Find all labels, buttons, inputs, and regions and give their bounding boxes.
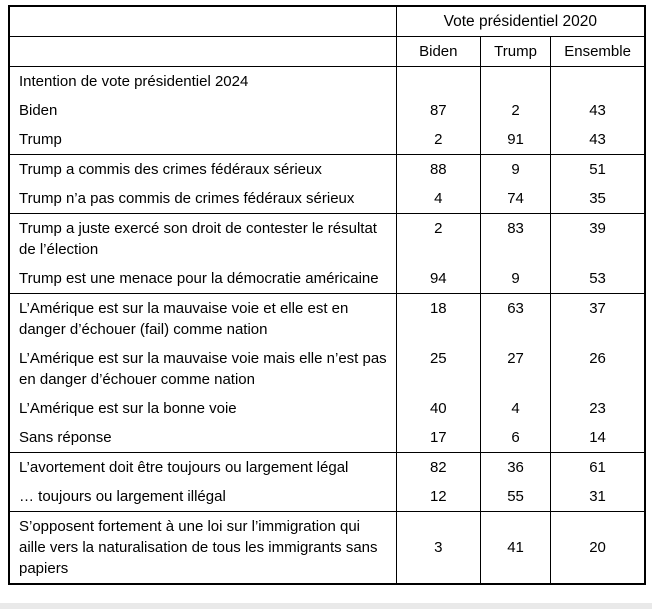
- table-body: Intention de vote présidentiel 2024 Biden…: [8, 66, 646, 584]
- value-cell-biden: 18: [395, 293, 481, 344]
- row-label: Trump: [8, 125, 397, 155]
- value-cell-ensemble: [550, 66, 646, 96]
- value-cell-biden: 82: [395, 452, 481, 482]
- value-cell-trump: 36: [479, 452, 552, 482]
- header-span-row: Vote présidentiel 2020: [8, 6, 646, 37]
- value-cell-trump: 9: [479, 264, 552, 294]
- value-cell-ensemble: 26: [550, 344, 646, 394]
- col-header-biden: Biden: [395, 36, 481, 67]
- value-cell-trump: 74: [479, 184, 552, 214]
- value-cell-biden: 4: [395, 184, 481, 214]
- table-header: Vote présidentiel 2020 Biden Trump Ensem…: [8, 6, 646, 67]
- value-cell-biden: 94: [395, 264, 481, 294]
- value-cell-biden: 2: [395, 213, 481, 264]
- col-header-ensemble: Ensemble: [550, 36, 646, 67]
- row-label: L’Amérique est sur la bonne voie: [8, 394, 397, 423]
- value-cell-ensemble: 43: [550, 125, 646, 155]
- table-row: L’Amérique est sur la mauvaise voie mais…: [8, 344, 646, 394]
- row-label: Sans réponse: [8, 423, 397, 453]
- row-label: S’opposent fortement à une loi sur l’imm…: [8, 511, 397, 584]
- row-label: Trump a juste exercé son droit de contes…: [8, 213, 397, 264]
- value-cell-trump: [479, 66, 552, 96]
- vote-table: Vote présidentiel 2020 Biden Trump Ensem…: [8, 5, 646, 585]
- value-cell-ensemble: 39: [550, 213, 646, 264]
- value-cell-biden: 17: [395, 423, 481, 453]
- table-row: Trump 2 91 43: [8, 125, 646, 155]
- row-label: Intention de vote présidentiel 2024: [8, 66, 397, 96]
- table-row: L’avortement doit être toujours ou large…: [8, 452, 646, 482]
- value-cell-trump: 63: [479, 293, 552, 344]
- value-cell-trump: 27: [479, 344, 552, 394]
- header-empty-cell: [8, 36, 397, 67]
- value-cell-biden: 12: [395, 482, 481, 512]
- value-cell-biden: 88: [395, 154, 481, 184]
- corner-empty-cell: [8, 6, 397, 37]
- row-label: Trump a commis des crimes fédéraux série…: [8, 154, 397, 184]
- value-cell-biden: 2: [395, 125, 481, 155]
- row-label: L’Amérique est sur la mauvaise voie mais…: [8, 344, 397, 394]
- value-cell-biden: 25: [395, 344, 481, 394]
- row-label: … toujours ou largement illégal: [8, 482, 397, 512]
- value-cell-trump: 6: [479, 423, 552, 453]
- value-cell-biden: [395, 66, 481, 96]
- table-row: Trump est une menace pour la démocratie …: [8, 264, 646, 294]
- value-cell-ensemble: 23: [550, 394, 646, 423]
- table-row: L’Amérique est sur la mauvaise voie et e…: [8, 293, 646, 344]
- value-cell-trump: 9: [479, 154, 552, 184]
- value-cell-ensemble: 37: [550, 293, 646, 344]
- table-row: S’opposent fortement à une loi sur l’imm…: [8, 511, 646, 584]
- table-row: Sans réponse 17 6 14: [8, 423, 646, 453]
- table-row: Trump a commis des crimes fédéraux série…: [8, 154, 646, 184]
- value-cell-biden: 40: [395, 394, 481, 423]
- value-cell-trump: 91: [479, 125, 552, 155]
- table-title: Vote présidentiel 2020: [395, 6, 646, 37]
- window-edge: [0, 603, 652, 609]
- value-cell-ensemble: 31: [550, 482, 646, 512]
- document-page: Vote présidentiel 2020 Biden Trump Ensem…: [8, 5, 646, 585]
- value-cell-ensemble: 61: [550, 452, 646, 482]
- header-columns-row: Biden Trump Ensemble: [8, 36, 646, 67]
- value-cell-ensemble: 20: [550, 511, 646, 584]
- row-label: Biden: [8, 96, 397, 125]
- table-row: … toujours ou largement illégal 12 55 31: [8, 482, 646, 512]
- value-cell-ensemble: 35: [550, 184, 646, 214]
- value-cell-trump: 2: [479, 96, 552, 125]
- value-cell-trump: 83: [479, 213, 552, 264]
- value-cell-ensemble: 43: [550, 96, 646, 125]
- table-row: Biden 87 2 43: [8, 96, 646, 125]
- value-cell-biden: 3: [395, 511, 481, 584]
- row-label: L’avortement doit être toujours ou large…: [8, 452, 397, 482]
- table-row: Trump n’a pas commis de crimes fédéraux …: [8, 184, 646, 214]
- table-row: Trump a juste exercé son droit de contes…: [8, 213, 646, 264]
- value-cell-ensemble: 14: [550, 423, 646, 453]
- table-row: Intention de vote présidentiel 2024: [8, 66, 646, 96]
- row-label: Trump est une menace pour la démocratie …: [8, 264, 397, 294]
- value-cell-trump: 55: [479, 482, 552, 512]
- row-label: L’Amérique est sur la mauvaise voie et e…: [8, 293, 397, 344]
- col-header-trump: Trump: [479, 36, 552, 67]
- value-cell-trump: 41: [479, 511, 552, 584]
- value-cell-ensemble: 53: [550, 264, 646, 294]
- value-cell-trump: 4: [479, 394, 552, 423]
- value-cell-ensemble: 51: [550, 154, 646, 184]
- value-cell-biden: 87: [395, 96, 481, 125]
- table-row: L’Amérique est sur la bonne voie 40 4 23: [8, 394, 646, 423]
- row-label: Trump n’a pas commis de crimes fédéraux …: [8, 184, 397, 214]
